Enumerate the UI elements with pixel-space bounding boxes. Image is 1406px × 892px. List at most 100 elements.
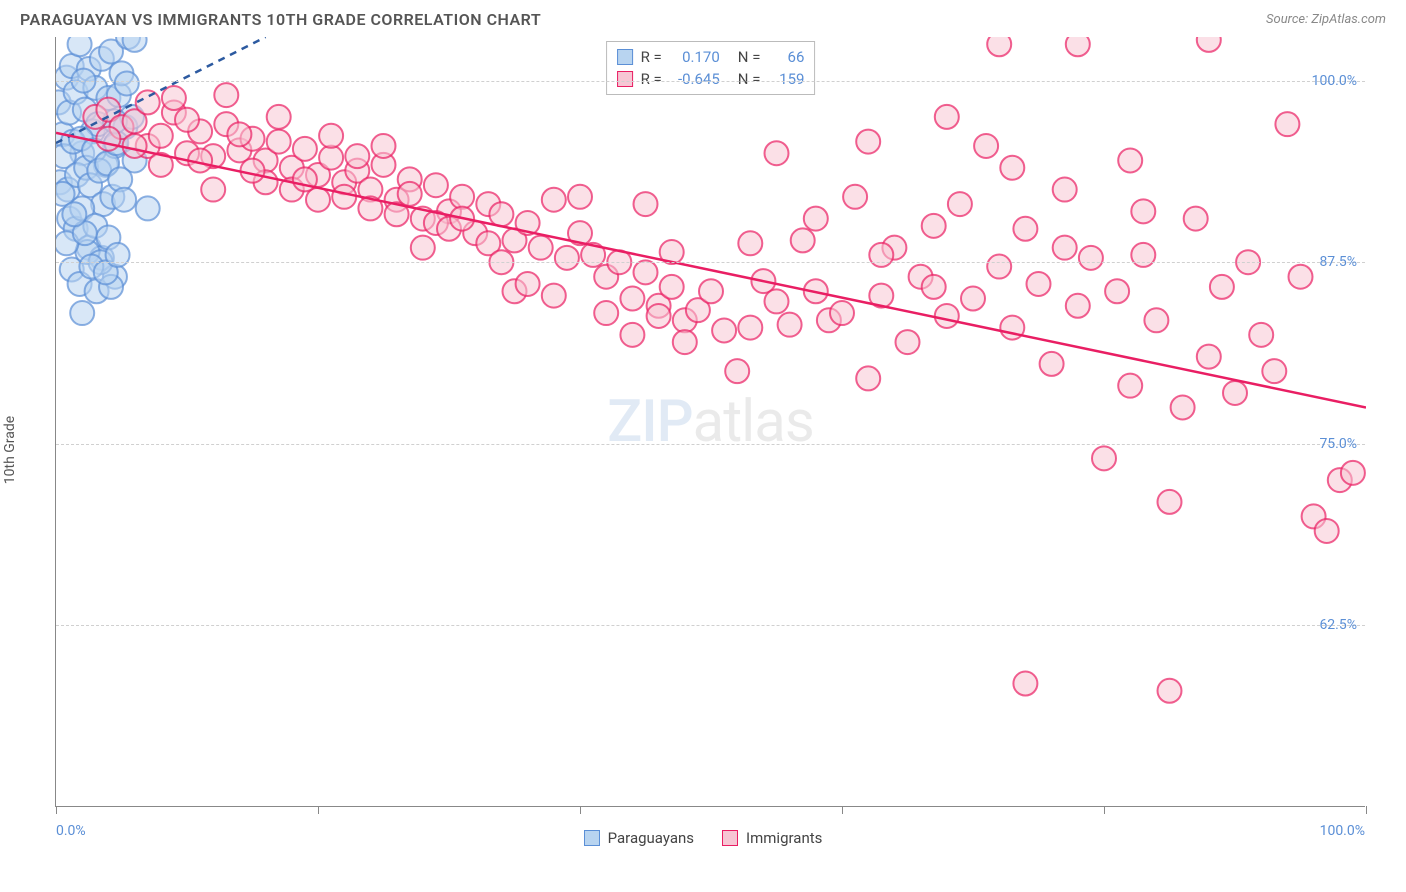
data-point (725, 359, 749, 383)
data-point (1197, 37, 1221, 52)
data-point (1092, 446, 1116, 470)
data-point (922, 214, 946, 238)
data-point (817, 308, 841, 332)
data-point (1000, 156, 1024, 180)
data-point (358, 196, 382, 220)
xtick-mark (580, 806, 581, 814)
data-point (372, 153, 396, 177)
data-point (201, 178, 225, 202)
data-point (1158, 490, 1182, 514)
data-point (385, 202, 409, 226)
data-point (358, 178, 382, 202)
data-point (83, 76, 107, 100)
data-point (935, 304, 959, 328)
data-point (99, 40, 123, 64)
data-point (60, 257, 84, 281)
data-point (1131, 243, 1155, 267)
data-point (149, 153, 173, 177)
xtick-mark (842, 806, 843, 814)
data-point (385, 188, 409, 212)
data-point (568, 221, 592, 245)
data-point (424, 173, 448, 197)
bottom-legend: ParaguayansImmigrants (20, 829, 1386, 847)
watermark: ZIPatlas (607, 388, 814, 456)
watermark-zip: ZIP (607, 388, 692, 456)
data-point (398, 182, 422, 206)
data-point (1040, 352, 1064, 376)
data-point (70, 301, 94, 325)
data-point (70, 196, 94, 220)
stats-swatch (617, 49, 633, 65)
data-point (81, 119, 105, 143)
data-point (56, 144, 76, 168)
data-point (60, 54, 84, 78)
data-point (254, 148, 278, 172)
data-point (987, 37, 1011, 56)
data-point (1000, 316, 1024, 340)
data-point (267, 130, 291, 154)
data-point (1315, 519, 1339, 543)
data-point (293, 167, 317, 191)
data-point (162, 86, 186, 110)
stats-box: R =0.170N =66R =-0.645N =159 (606, 41, 816, 95)
data-point (1275, 112, 1299, 136)
data-point (843, 185, 867, 209)
data-point (620, 287, 644, 311)
data-point (542, 284, 566, 308)
ytick-label: 75.0% (1319, 436, 1357, 452)
data-point (56, 182, 75, 206)
data-point (791, 228, 815, 252)
stats-row: R =-0.645N =159 (617, 68, 805, 90)
data-point (804, 279, 828, 303)
data-point (64, 80, 88, 104)
data-point (96, 98, 120, 122)
data-point (450, 207, 474, 231)
trend-line (56, 37, 266, 143)
data-point (56, 231, 78, 255)
data-point (1118, 148, 1142, 172)
data-point (634, 260, 658, 284)
data-point (56, 178, 80, 202)
data-point (136, 134, 160, 158)
data-point (123, 109, 147, 133)
data-point (987, 255, 1011, 279)
data-point (450, 185, 474, 209)
stats-n-label: N = (738, 70, 761, 88)
stats-swatch (617, 71, 633, 87)
data-point (106, 243, 130, 267)
data-point (372, 134, 396, 158)
xtick-label: 0.0% (56, 823, 86, 839)
data-point (188, 148, 212, 172)
data-point (935, 105, 959, 129)
stats-n-value: 66 (768, 48, 804, 66)
legend-swatch (584, 830, 600, 846)
data-point (1341, 461, 1365, 485)
legend-label: Immigrants (746, 829, 822, 847)
data-point (69, 127, 93, 151)
plot-svg (56, 37, 1366, 807)
data-point (1328, 468, 1352, 492)
data-point (267, 105, 291, 129)
data-point (293, 137, 317, 161)
data-point (56, 90, 71, 114)
data-point (73, 221, 97, 245)
data-point (804, 207, 828, 231)
data-point (74, 156, 98, 180)
data-point (64, 217, 88, 241)
data-point (77, 57, 101, 81)
data-point (974, 134, 998, 158)
data-point (647, 294, 671, 318)
data-point (542, 188, 566, 212)
chart-title: PARAGUAYAN VS IMMIGRANTS 10TH GRADE CORR… (20, 10, 541, 29)
data-point (56, 122, 75, 146)
data-point (96, 127, 120, 151)
data-point (869, 243, 893, 267)
data-point (306, 163, 330, 187)
data-point (437, 217, 461, 241)
stats-n-value: 159 (768, 70, 804, 88)
data-point (856, 130, 880, 154)
data-point (123, 148, 147, 172)
chart-wrap: 10th Grade ZIPatlas R =0.170N =66R =-0.6… (20, 37, 1386, 847)
data-point (319, 124, 343, 148)
data-point (227, 138, 251, 162)
